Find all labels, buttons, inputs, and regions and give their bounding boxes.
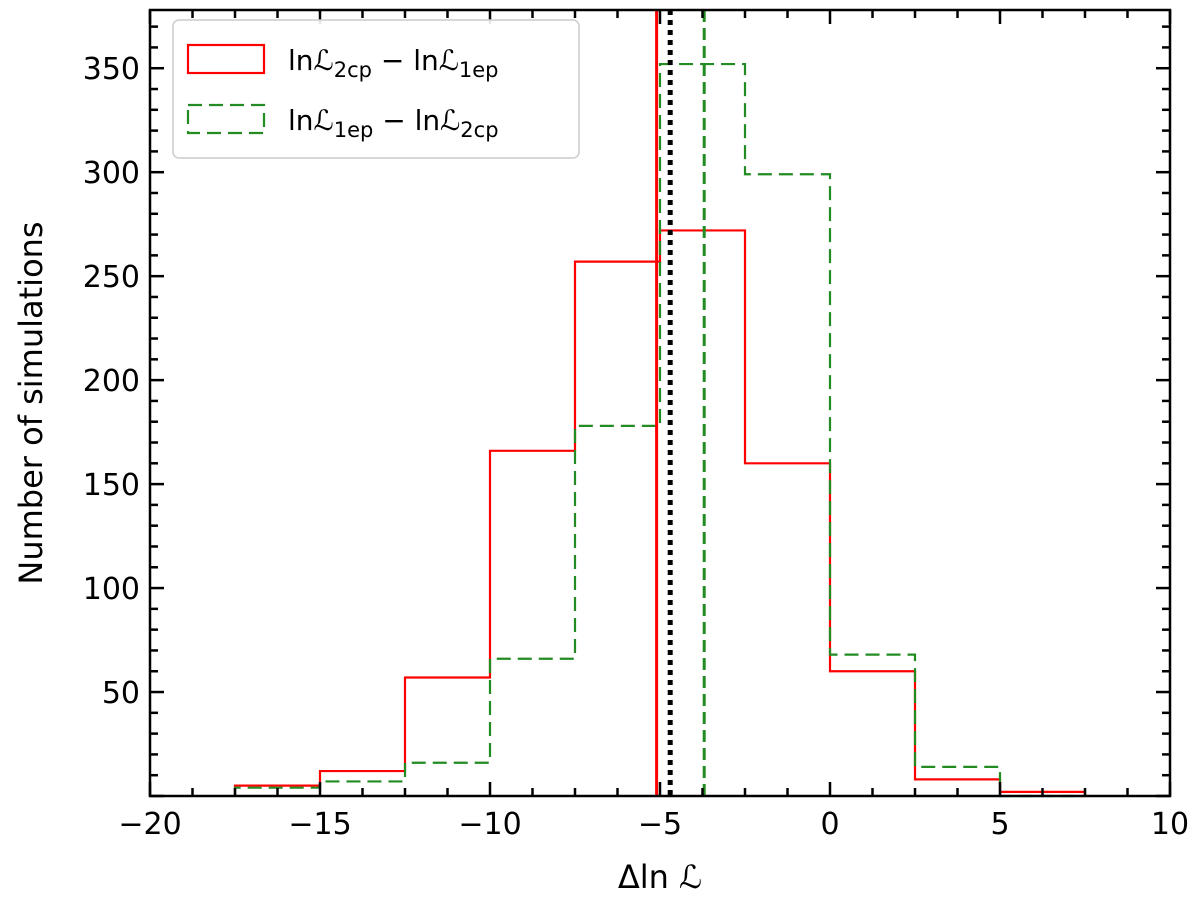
histogram-bar (575, 262, 660, 796)
x-tick-label: −20 (118, 807, 181, 842)
histogram-bar (405, 677, 490, 796)
y-tick-label: 300 (83, 156, 140, 191)
y-tick-label: 350 (83, 52, 140, 87)
histogram-bar (830, 655, 915, 796)
plot-area (233, 10, 1087, 798)
x-tick-label: 5 (990, 807, 1009, 842)
histogram-bar (745, 463, 830, 796)
histogram-bar (575, 426, 660, 796)
x-tick-label: −10 (458, 807, 521, 842)
y-axis-label: Number of simulations (12, 221, 50, 584)
y-tick-label: 200 (83, 364, 140, 399)
x-tick-label: −15 (288, 807, 351, 842)
x-tick-label: 0 (820, 807, 839, 842)
x-tick-label: 10 (1151, 807, 1189, 842)
histogram-bar (490, 451, 575, 796)
x-axis-label: Δln ℒ (618, 858, 702, 896)
series-outline-1 (233, 62, 1085, 798)
legend-swatch (186, 103, 266, 135)
histogram-bar (660, 230, 745, 796)
histogram-bar (830, 671, 915, 796)
legend-label: lnℒ2cp − lnℒ1ep (288, 44, 499, 82)
legend-box (172, 19, 580, 159)
y-tick-label: 100 (83, 572, 140, 607)
x-tick-label: −5 (638, 807, 682, 842)
histogram-bar (745, 174, 830, 796)
legend: lnℒ2cp − lnℒ1ep lnℒ1ep − lnℒ2cp (172, 19, 580, 159)
axes: −20 −15 −10 −5 0 5 10 50 100 150 200 250 300 350 (83, 8, 1189, 842)
y-tick-label: 50 (102, 676, 140, 711)
histogram-bar (660, 64, 745, 796)
histogram-bar (490, 659, 575, 796)
legend-swatch (186, 43, 266, 75)
legend-label: lnℒ1ep − lnℒ2cp (288, 104, 499, 142)
y-tick-label: 150 (83, 468, 140, 503)
y-tick-label: 250 (83, 260, 140, 295)
